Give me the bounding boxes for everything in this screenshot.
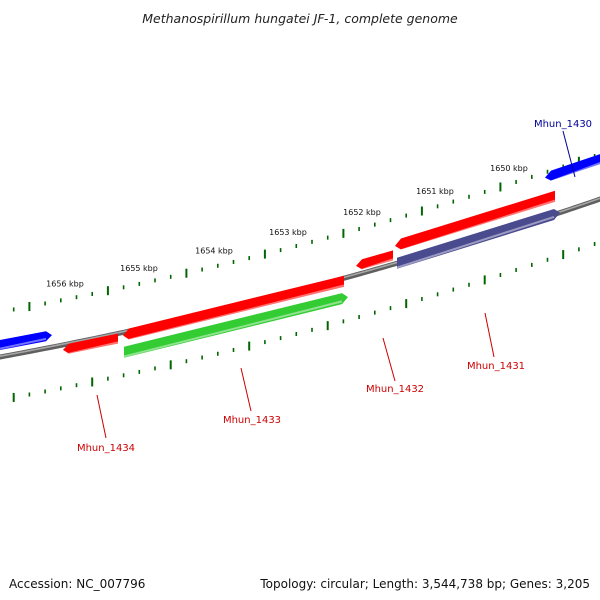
leader-line [484,312,495,358]
scale-label: 1656 kbp [46,280,84,289]
gene-Mhun_1433[interactable] [123,293,348,358]
gene-forward-1[interactable] [395,190,556,252]
gene-Mhun_1431[interactable] [396,209,560,269]
leader-line [96,394,107,439]
scale-label: 1651 kbp [416,187,454,196]
scale-label: 1650 kbp [490,164,528,173]
accession-text: Accession: NC_007796 [9,577,146,591]
map-title: Methanospirillum hungatei JF-1, complete… [142,11,458,26]
gene-features[interactable] [0,152,600,358]
leader-line [240,367,252,412]
gene-label: Mhun_1433 [223,415,281,426]
scale-labels: 1650 kbp 1651 kbp 1652 kbp 1653 kbp 1654 kbp… [46,164,528,288]
scale-label: 1655 kbp [120,264,158,273]
gene-Mhun_1434[interactable] [63,333,119,355]
gene-Mhun_1432[interactable] [356,250,394,271]
leader-line [562,130,576,178]
gene-label: Mhun_1431 [467,361,525,372]
scale-label: 1652 kbp [343,208,381,217]
gene-label: Mhun_1430 [534,119,592,130]
gene-label: Mhun_1434 [77,443,135,454]
gene-neighbor-left[interactable] [0,331,52,351]
scale-label: 1653 kbp [269,228,307,237]
genome-backbone [0,196,600,360]
backbone-highlight [0,197,600,358]
inner-scale-ticks [12,241,596,402]
scale-label: 1654 kbp [195,247,233,256]
backbone-line [0,196,600,360]
gene-forward-2[interactable] [123,275,345,341]
genome-summary-text: Topology: circular; Length: 3,544,738 bp… [260,577,590,591]
gene-labels: Mhun_1430 Mhun_1431 Mhun_1432 Mhun_1433 Mhun… [77,119,592,454]
gene-label: Mhun_1432 [366,384,424,395]
leader-line [382,337,396,382]
